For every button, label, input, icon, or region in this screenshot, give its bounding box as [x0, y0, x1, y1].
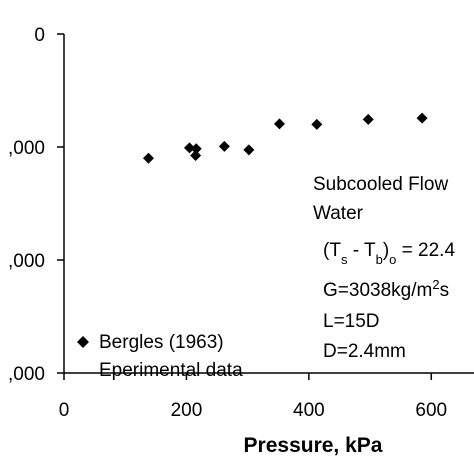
legend-diamond-marker	[77, 336, 89, 348]
annotation-fluid: Water	[313, 203, 364, 224]
data-point	[190, 149, 202, 161]
annotation-diameter: D=2.4mm	[323, 341, 406, 362]
data-point	[243, 144, 255, 156]
data-point	[190, 143, 202, 155]
x-tick-label: 600	[415, 400, 447, 421]
legend-label-series: Bergles (1963)	[99, 332, 224, 353]
annotation-block: Subcooled Flow Water (Ts - Tb)o = 22.4 G…	[313, 174, 455, 362]
y-tick-label: 0	[34, 25, 45, 46]
legend-label-description: Eperimental data	[99, 360, 243, 381]
data-point	[362, 113, 374, 125]
data-point	[416, 112, 428, 124]
ticks: 0 200 400 600 ,000 ,000 ,000 0	[8, 25, 447, 421]
data-point	[273, 118, 285, 130]
axes	[63, 34, 474, 374]
data-point	[311, 118, 323, 130]
annotation-subcooling: (Ts - Tb)o = 22.4	[323, 240, 455, 267]
legend: Bergles (1963) Eperimental data	[77, 332, 243, 381]
x-axis-title: Pressure, kPa	[244, 434, 383, 457]
y-tick-label: ,000	[8, 251, 45, 272]
annotation-mass-flux: G=3038kg/m2s	[323, 277, 449, 302]
data-point	[218, 140, 230, 152]
x-tick-label: 0	[59, 400, 70, 421]
data-points	[142, 112, 428, 164]
annotation-title: Subcooled Flow	[313, 174, 448, 195]
annotation-length: L=15D	[323, 311, 380, 332]
y-tick-label: ,000	[8, 138, 45, 159]
data-point	[183, 142, 195, 154]
x-tick-label: 200	[171, 400, 203, 421]
x-tick-label: 400	[293, 400, 325, 421]
data-point	[142, 152, 154, 164]
y-tick-label: ,000	[8, 364, 45, 385]
